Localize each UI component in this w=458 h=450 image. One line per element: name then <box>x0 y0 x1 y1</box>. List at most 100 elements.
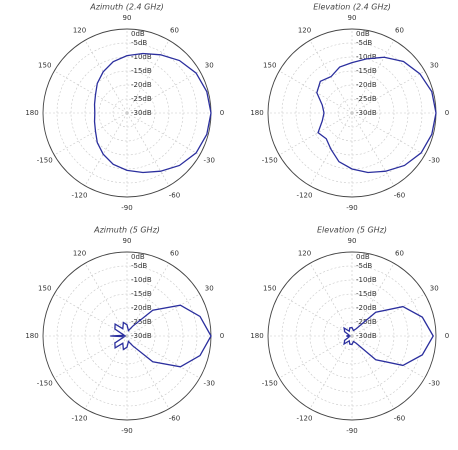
spoke-line <box>309 263 353 337</box>
radial-label: -5dB <box>131 262 147 270</box>
radial-label: -30dB <box>131 109 152 117</box>
angle-label: -90 <box>346 427 357 435</box>
angle-label: -150 <box>262 157 278 165</box>
grid-ring <box>56 42 198 184</box>
angle-label: -90 <box>346 204 357 212</box>
radial-label: 0dB <box>131 30 145 38</box>
angle-label: -60 <box>394 191 405 199</box>
spoke-line <box>351 112 395 186</box>
grid-ring <box>337 98 367 128</box>
spoke-line <box>351 335 395 409</box>
grid-ring <box>281 42 423 184</box>
grid-ring <box>70 279 184 393</box>
angle-label: 120 <box>73 250 86 258</box>
angle-label: 0 <box>220 332 224 340</box>
radial-label: -25dB <box>131 318 152 326</box>
pattern-line <box>110 304 212 368</box>
angle-label: 0 <box>220 109 224 117</box>
angle-label: 30 <box>205 285 214 293</box>
radial-label: -5dB <box>356 262 372 270</box>
spoke-line <box>84 263 128 337</box>
angle-label: 120 <box>73 27 86 35</box>
angle-label: 60 <box>170 250 179 258</box>
angle-label: -150 <box>37 157 53 165</box>
radial-label: -25dB <box>356 95 377 103</box>
angle-label: 180 <box>25 332 38 340</box>
angle-label: 150 <box>38 285 51 293</box>
angle-label: -30 <box>204 157 215 165</box>
angle-label: -120 <box>72 191 88 199</box>
grid-ring <box>112 98 142 128</box>
radial-label: -20dB <box>356 304 377 312</box>
grid-ring <box>295 56 409 170</box>
grid-ring <box>98 84 156 142</box>
grid-ring <box>70 56 184 170</box>
angle-label: 120 <box>298 250 311 258</box>
angle-label: -30 <box>204 380 215 388</box>
spoke-line <box>309 335 353 409</box>
grid-ring <box>56 265 198 407</box>
angle-label: -90 <box>121 427 132 435</box>
angle-label: 90 <box>123 237 132 245</box>
angle-label: 30 <box>430 62 439 70</box>
grid-ring <box>309 70 395 156</box>
angle-label: -30 <box>429 157 440 165</box>
radial-label: -30dB <box>356 332 377 340</box>
radial-label: -20dB <box>131 304 152 312</box>
grid-ring <box>84 70 170 156</box>
radial-label: -10dB <box>131 276 152 284</box>
radial-label: -30dB <box>356 109 377 117</box>
angle-label: -30 <box>429 380 440 388</box>
angle-label: 60 <box>395 27 404 35</box>
radial-label: -20dB <box>356 81 377 89</box>
angle-label: -150 <box>262 380 278 388</box>
spoke-line <box>84 112 128 186</box>
chart-title: Elevation (5 GHz) <box>317 226 387 235</box>
grid-ring <box>323 84 381 142</box>
radial-label: -10dB <box>356 276 377 284</box>
pattern-line <box>93 52 212 174</box>
angle-label: 90 <box>348 237 357 245</box>
grid-ring <box>323 307 381 365</box>
radial-label: -15dB <box>356 67 377 75</box>
angle-label: -60 <box>169 191 180 199</box>
chart-title: Azimuth (5 GHz) <box>93 226 160 235</box>
spoke-line <box>84 40 128 114</box>
angle-label: 30 <box>205 62 214 70</box>
radial-label: -15dB <box>131 67 152 75</box>
grid-ring <box>84 293 170 379</box>
radial-label: -15dB <box>356 290 377 298</box>
angle-label: 180 <box>250 109 263 117</box>
radial-label: -5dB <box>131 39 147 47</box>
pattern-line <box>343 305 434 367</box>
angle-label: 30 <box>430 285 439 293</box>
radial-label: -25dB <box>356 318 377 326</box>
angle-label: 90 <box>123 14 132 22</box>
chart-title: Azimuth (2.4 GHz) <box>89 3 163 12</box>
chart-title: Elevation (2.4 GHz) <box>313 3 391 12</box>
grid-ring <box>337 321 367 351</box>
radial-label: -5dB <box>356 39 372 47</box>
grid-ring <box>267 251 437 421</box>
angle-label: 120 <box>298 27 311 35</box>
angle-label: 180 <box>25 109 38 117</box>
angle-label: 60 <box>395 250 404 258</box>
angle-label: -120 <box>72 414 88 422</box>
radial-label: -15dB <box>131 290 152 298</box>
angle-label: -120 <box>297 414 313 422</box>
angle-label: 150 <box>263 285 276 293</box>
angle-label: 150 <box>38 62 51 70</box>
angle-label: 150 <box>263 62 276 70</box>
radial-label: -10dB <box>356 53 377 61</box>
angle-label: 60 <box>170 27 179 35</box>
grid-ring <box>98 307 156 365</box>
angle-label: 180 <box>250 332 263 340</box>
radial-label: -10dB <box>131 53 152 61</box>
grid-ring <box>295 279 409 393</box>
radial-label: -20dB <box>131 81 152 89</box>
angle-label: 90 <box>348 14 357 22</box>
radial-label: -25dB <box>131 95 152 103</box>
angle-label: -120 <box>297 191 313 199</box>
spoke-line <box>126 112 170 186</box>
